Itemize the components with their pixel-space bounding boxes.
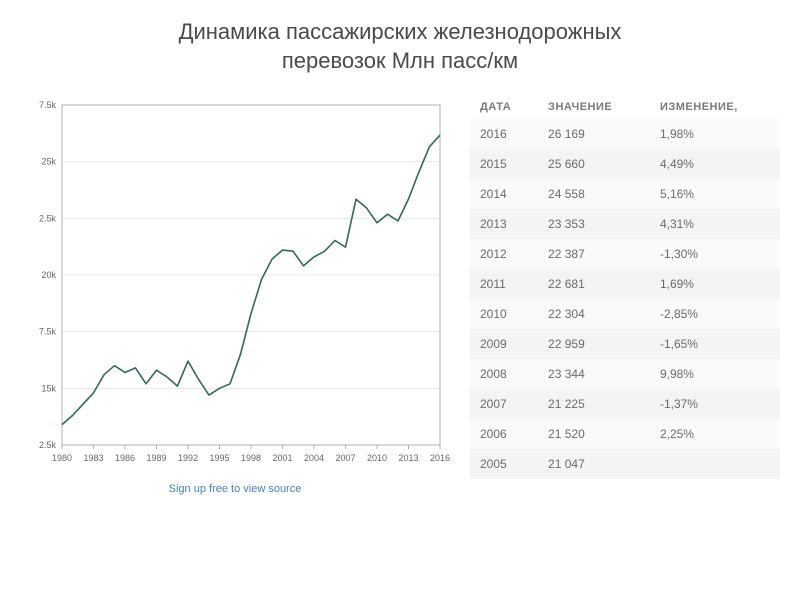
cell-change: 5,16%	[650, 179, 780, 209]
svg-text:2013: 2013	[398, 453, 418, 463]
cell-date: 2015	[470, 149, 538, 179]
table-row: 201424 5585,16%	[470, 179, 780, 209]
cell-change: -1,37%	[650, 389, 780, 419]
cell-date: 2014	[470, 179, 538, 209]
cell-value: 23 344	[538, 359, 650, 389]
cell-date: 2007	[470, 389, 538, 419]
cell-date: 2008	[470, 359, 538, 389]
cell-change: 1,98%	[650, 119, 780, 149]
svg-text:2004: 2004	[304, 453, 324, 463]
cell-change: -1,65%	[650, 329, 780, 359]
table-row: 201222 387-1,30%	[470, 239, 780, 269]
svg-text:1986: 1986	[115, 453, 135, 463]
table-row: 200922 959-1,65%	[470, 329, 780, 359]
table-row: 200721 225-1,37%	[470, 389, 780, 419]
cell-date: 2016	[470, 119, 538, 149]
data-table: ДАТА ЗНАЧЕНИЕ ИЗМЕНЕНИЕ, 201626 1691,98%…	[470, 95, 780, 479]
title-line-1: Динамика пассажирских железнодорожных	[40, 18, 760, 47]
table-row: 200823 3449,98%	[470, 359, 780, 389]
cell-value: 22 304	[538, 299, 650, 329]
col-value: ЗНАЧЕНИЕ	[538, 95, 650, 119]
cell-date: 2009	[470, 329, 538, 359]
table-row: 201122 6811,69%	[470, 269, 780, 299]
cell-change: 1,69%	[650, 269, 780, 299]
svg-text:2010: 2010	[367, 453, 387, 463]
svg-text:25k: 25k	[41, 157, 56, 167]
cell-date: 2012	[470, 239, 538, 269]
col-date: ДАТА	[470, 95, 538, 119]
cell-value: 21 225	[538, 389, 650, 419]
cell-value: 23 353	[538, 209, 650, 239]
svg-text:1998: 1998	[241, 453, 261, 463]
table-row: 201323 3534,31%	[470, 209, 780, 239]
cell-change: 2,25%	[650, 419, 780, 449]
svg-text:7.5k: 7.5k	[39, 327, 57, 337]
chart-panel: 2.5k 15k 7.5k 20k 2.5k 25k 7.5k 1980 1983 1986 198…	[20, 95, 450, 495]
cell-value: 25 660	[538, 149, 650, 179]
table-row: 200521 047	[470, 449, 780, 479]
col-change: ИЗМЕНЕНИЕ,	[650, 95, 780, 119]
title-line-2: перевозок Млн пасс/км	[40, 47, 760, 76]
svg-text:2016: 2016	[430, 453, 450, 463]
content-row: 2.5k 15k 7.5k 20k 2.5k 25k 7.5k 1980 1983 1986 198…	[0, 85, 800, 495]
cell-change	[650, 449, 780, 479]
cell-change: 4,31%	[650, 209, 780, 239]
cell-date: 2013	[470, 209, 538, 239]
svg-text:2001: 2001	[272, 453, 292, 463]
table-row: 200621 5202,25%	[470, 419, 780, 449]
svg-text:2007: 2007	[335, 453, 355, 463]
svg-text:7.5k: 7.5k	[39, 100, 57, 110]
table-header-row: ДАТА ЗНАЧЕНИЕ ИЗМЕНЕНИЕ,	[470, 95, 780, 119]
table-panel: ДАТА ЗНАЧЕНИЕ ИЗМЕНЕНИЕ, 201626 1691,98%…	[470, 95, 780, 495]
cell-date: 2010	[470, 299, 538, 329]
line-chart: 2.5k 15k 7.5k 20k 2.5k 25k 7.5k 1980 1983 1986 198…	[20, 95, 450, 475]
cell-date: 2011	[470, 269, 538, 299]
cell-value: 21 520	[538, 419, 650, 449]
svg-text:1995: 1995	[209, 453, 229, 463]
cell-date: 2005	[470, 449, 538, 479]
table-row: 201626 1691,98%	[470, 119, 780, 149]
svg-text:1980: 1980	[52, 453, 72, 463]
svg-text:1992: 1992	[178, 453, 198, 463]
cell-change: 9,98%	[650, 359, 780, 389]
cell-change: 4,49%	[650, 149, 780, 179]
table-row: 201022 304-2,85%	[470, 299, 780, 329]
cell-value: 22 959	[538, 329, 650, 359]
cell-change: -2,85%	[650, 299, 780, 329]
cell-value: 21 047	[538, 449, 650, 479]
svg-text:1989: 1989	[146, 453, 166, 463]
svg-text:20k: 20k	[41, 270, 56, 280]
svg-text:2.5k: 2.5k	[39, 440, 57, 450]
cell-value: 24 558	[538, 179, 650, 209]
cell-date: 2006	[470, 419, 538, 449]
svg-text:15k: 15k	[41, 384, 56, 394]
cell-change: -1,30%	[650, 239, 780, 269]
cell-value: 22 681	[538, 269, 650, 299]
table-row: 201525 6604,49%	[470, 149, 780, 179]
cell-value: 26 169	[538, 119, 650, 149]
svg-text:1983: 1983	[83, 453, 103, 463]
page-title: Динамика пассажирских железнодорожных пе…	[0, 0, 800, 85]
svg-text:2.5k: 2.5k	[39, 214, 57, 224]
signup-link[interactable]: Sign up free to view source	[20, 483, 450, 495]
cell-value: 22 387	[538, 239, 650, 269]
